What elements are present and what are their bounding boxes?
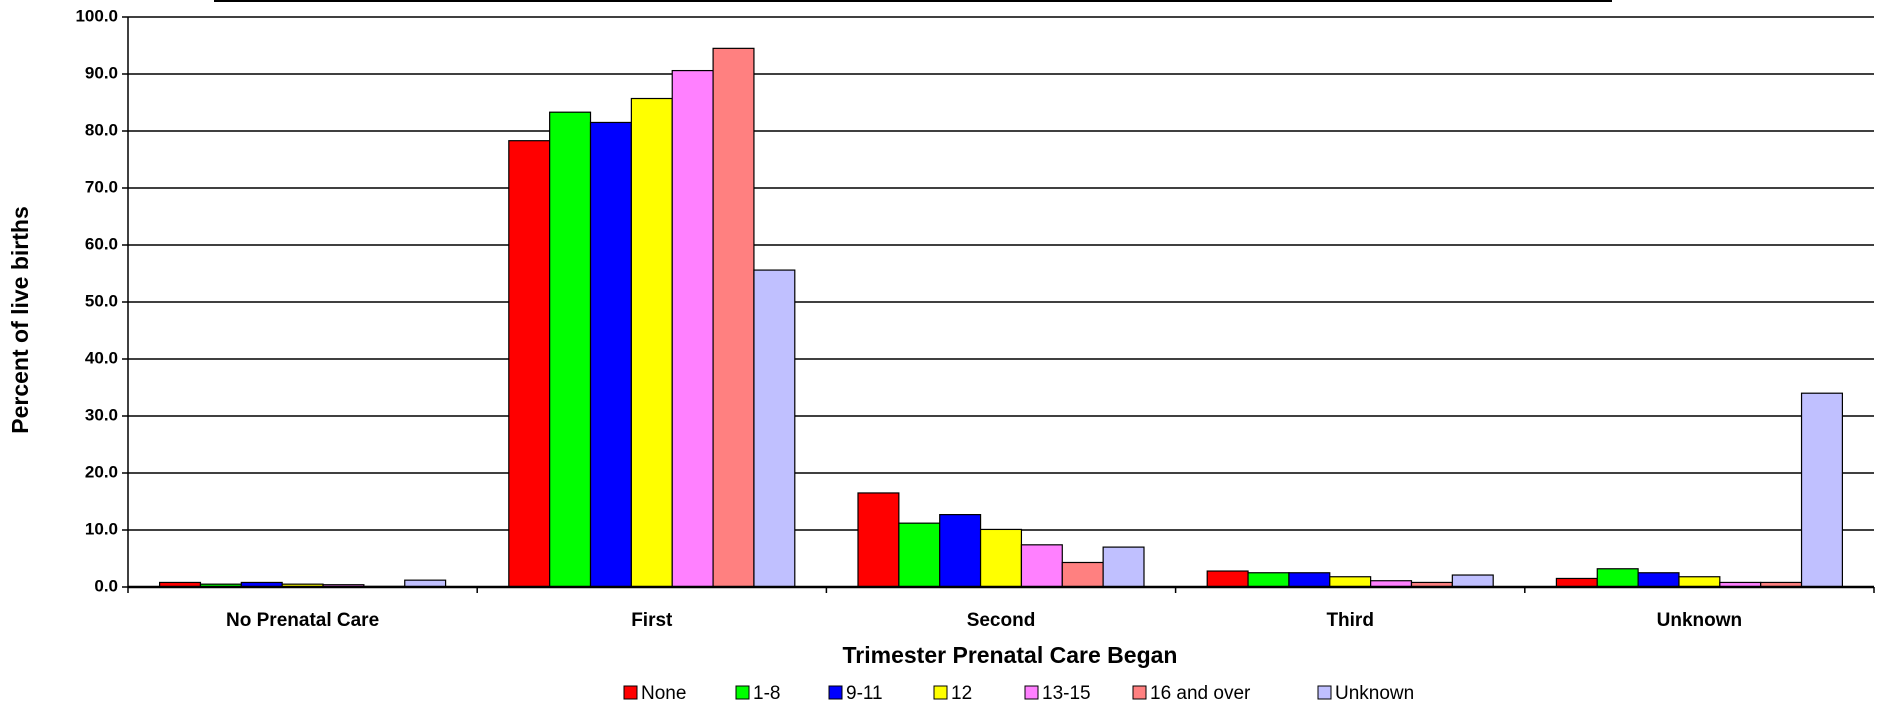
y-tick-label: 50.0 [85, 291, 118, 310]
y-tick-label: 40.0 [85, 348, 118, 367]
bar [1102, 546, 1145, 588]
bar [508, 140, 551, 588]
x-tick-label: First [631, 610, 673, 631]
y-tick-label: 0.0 [94, 576, 118, 595]
legend-swatch [933, 685, 948, 700]
bar [1329, 576, 1372, 588]
legend-label: 9-11 [846, 683, 883, 704]
bar [671, 69, 714, 588]
bar [898, 522, 941, 588]
y-tick-label: 70.0 [85, 177, 118, 196]
legend-swatch [623, 685, 638, 700]
y-tick-label: 100.0 [75, 6, 118, 25]
x-tick-label: Second [967, 610, 1036, 631]
x-axis-title: Trimester Prenatal Care Began [843, 642, 1178, 668]
legend-swatch [735, 685, 750, 700]
bar [712, 47, 755, 588]
bar [1288, 572, 1331, 588]
legend-label: 13-15 [1042, 683, 1091, 704]
bar [549, 111, 592, 588]
legend-label: 16 and over [1150, 683, 1251, 704]
bar [939, 514, 982, 588]
bar [1247, 572, 1290, 588]
legend-label: 12 [951, 683, 972, 704]
bar [630, 97, 673, 588]
legend-label: 1-8 [753, 683, 780, 704]
bar [1206, 570, 1249, 588]
y-tick-label: 20.0 [85, 462, 118, 481]
y-tick-label: 30.0 [85, 405, 118, 424]
bar [979, 528, 1023, 588]
bar [1061, 561, 1104, 588]
bar [1637, 572, 1680, 588]
y-tick-label: 90.0 [85, 63, 118, 82]
bar [589, 121, 632, 588]
legend-label: None [641, 683, 686, 704]
legend-swatch [1024, 685, 1039, 700]
bar [1020, 544, 1063, 588]
x-tick-label: No Prenatal Care [226, 610, 379, 631]
bar [1451, 574, 1494, 588]
bar [1596, 568, 1639, 588]
y-tick-label: 80.0 [85, 120, 118, 139]
bar [857, 492, 900, 588]
legend-swatch [1317, 685, 1332, 700]
legend-swatch [1132, 685, 1147, 700]
y-axis-title: Percent of live births [7, 206, 33, 434]
legend-swatch [828, 685, 843, 700]
y-tick-label: 10.0 [85, 519, 118, 538]
x-tick-label: Third [1326, 610, 1374, 631]
legend-label: Unknown [1335, 683, 1414, 704]
bar [1800, 392, 1843, 588]
bar [1678, 576, 1721, 588]
x-tick-label: Unknown [1657, 610, 1743, 631]
y-tick-label: 60.0 [85, 234, 118, 253]
bar [1555, 577, 1598, 588]
bar [753, 269, 796, 588]
